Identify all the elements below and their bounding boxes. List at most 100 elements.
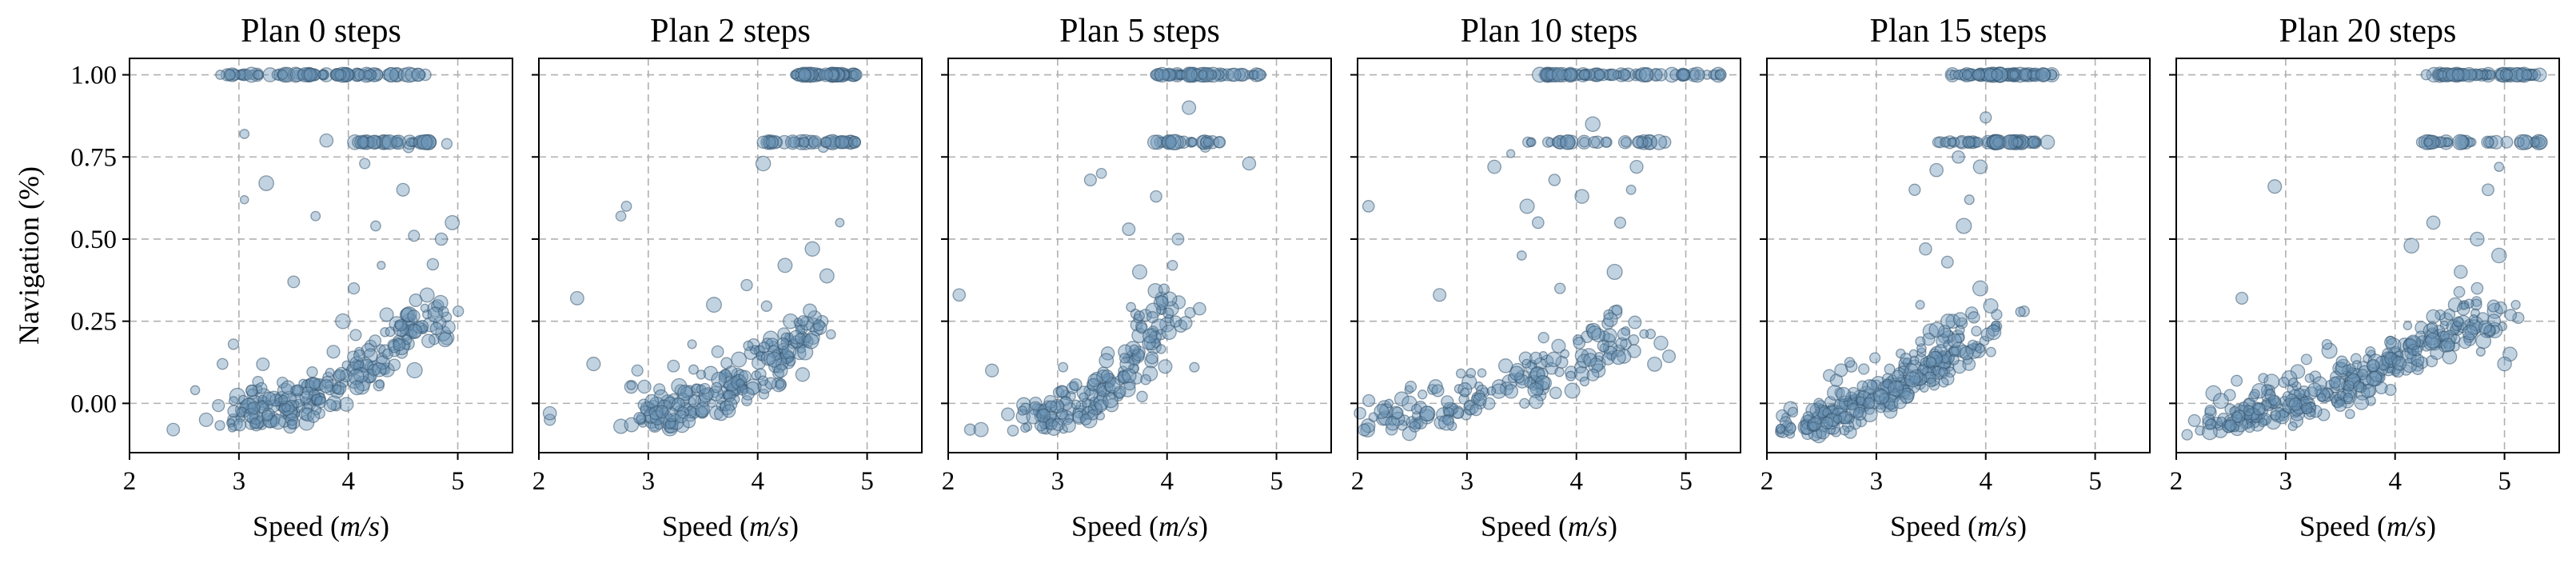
scatter-point: [2438, 70, 2447, 80]
scatter-point: [2453, 316, 2464, 327]
scatter-point: [819, 268, 835, 284]
points-layer: [166, 66, 465, 437]
scatter-point: [1980, 111, 1992, 124]
scatter-point: [542, 405, 557, 421]
scatter-point: [215, 70, 225, 80]
scatter-point: [795, 367, 811, 382]
scatter-point: [339, 69, 350, 81]
x-tick-label: 4: [751, 467, 764, 496]
scatter-point: [1198, 67, 1214, 82]
scatter-point: [850, 68, 863, 82]
scatter-point: [1529, 394, 1544, 409]
scatter-point: [1394, 391, 1410, 407]
points-layer: [952, 66, 1267, 437]
scatter-point: [1991, 68, 2004, 82]
scatter-point: [286, 419, 297, 430]
scatter-point: [1519, 198, 1535, 214]
scatter-point: [421, 134, 437, 150]
scatter-point: [1486, 386, 1497, 396]
scatter-point: [1635, 66, 1651, 83]
scatter-point: [307, 409, 321, 423]
scatter-point: [740, 278, 753, 292]
scatter-point: [2187, 413, 2201, 427]
scatter-point: [325, 367, 335, 377]
scatter-point: [1519, 397, 1530, 409]
panel-title: Plan 0 steps: [241, 13, 401, 50]
scatter-point: [420, 303, 430, 313]
scatter-point: [1578, 137, 1590, 148]
scatter-point: [811, 138, 821, 147]
scatter-point: [2497, 356, 2512, 372]
scatter-point: [1983, 297, 1999, 314]
scatter-point: [2243, 405, 2255, 417]
scatter-point: [1213, 136, 1226, 149]
scatter-point: [755, 155, 772, 172]
scatter-point: [379, 307, 394, 322]
scatter-point: [1564, 382, 1581, 399]
scatter-point: [1628, 315, 1642, 329]
scatter-point: [245, 384, 258, 397]
scatter-point: [1647, 356, 1663, 372]
scatter-point: [1573, 337, 1586, 349]
scatter-point: [655, 405, 669, 419]
scatter-point: [1189, 361, 1200, 373]
scatter-point: [1095, 167, 1107, 179]
scatter-point: [766, 135, 779, 149]
scatter-point: [818, 67, 833, 82]
scatter-point: [1940, 255, 1954, 269]
scatter-point: [1551, 67, 1567, 82]
x-tick-label: 2: [2170, 467, 2183, 496]
scatter-point: [1465, 368, 1477, 378]
scatter-point: [377, 261, 386, 270]
scatter-point: [2267, 179, 2283, 194]
scatter-point: [281, 380, 296, 395]
scatter-point: [1252, 68, 1266, 82]
scatter-point: [421, 333, 436, 349]
scatter-point: [1586, 368, 1600, 381]
scatter-point: [1461, 374, 1477, 390]
scatter-point: [2181, 429, 2193, 441]
scatter-point: [1947, 138, 1956, 147]
plot-frame: [1357, 58, 1741, 453]
scatter-point: [239, 129, 250, 139]
scatter-point: [407, 309, 421, 323]
scatter-point: [1129, 344, 1140, 355]
scatter-point: [364, 339, 377, 353]
scatter-point: [1654, 68, 1668, 82]
scatter-point: [2462, 325, 2478, 341]
scatter-point: [1613, 344, 1625, 357]
scatter-point: [366, 134, 381, 150]
scatter-point: [1908, 183, 1921, 196]
scatter-point: [1405, 381, 1418, 393]
scatter-point: [380, 362, 395, 377]
scatter-point: [695, 401, 711, 417]
scatter-point: [2343, 392, 2354, 403]
x-tick-label: 3: [1461, 467, 1474, 496]
scatter-point: [1391, 406, 1404, 419]
scatter-point: [453, 305, 465, 317]
scatter-point: [1007, 425, 1019, 437]
scatter-point: [1617, 327, 1631, 341]
scatter-point: [823, 66, 840, 83]
scatter-point: [2258, 417, 2268, 428]
points-layer: [542, 66, 863, 437]
scatter-point: [375, 379, 385, 389]
scatter-point: [1096, 369, 1111, 384]
scatter-point: [2475, 346, 2486, 357]
scatter-point: [1061, 417, 1076, 433]
scatter-point: [1516, 250, 1527, 261]
scatter-point: [2334, 399, 2347, 413]
scatter-point: [1193, 301, 1206, 316]
scatter-point: [758, 341, 771, 353]
scatter-point: [1122, 368, 1137, 383]
scatter-point: [615, 210, 627, 222]
scatter-point: [269, 413, 286, 430]
scatter-point: [1170, 315, 1182, 328]
scatter-point: [166, 422, 181, 437]
scatter-point: [2502, 69, 2514, 81]
panel-title: Plan 20 steps: [2279, 13, 2457, 50]
scatter-point: [804, 241, 820, 257]
scatter-point: [1463, 400, 1474, 411]
scatter-point: [1585, 116, 1601, 132]
scatter-point: [1525, 137, 1536, 147]
